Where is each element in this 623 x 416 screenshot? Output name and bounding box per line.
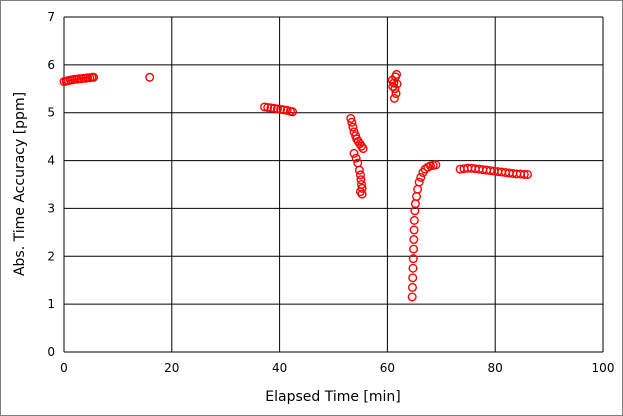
- x-tick-label: 100: [592, 361, 615, 375]
- data-point: [390, 84, 400, 94]
- data-point: [408, 273, 418, 283]
- plot-area: [64, 17, 603, 352]
- data-point: [355, 170, 365, 180]
- y-axis-title: Abs. Time Accuracy [ppm]: [12, 92, 28, 276]
- y-tick-label: 4: [47, 154, 55, 168]
- data-point: [389, 93, 399, 103]
- data-point: [358, 144, 368, 154]
- data-point: [388, 81, 398, 91]
- data-point: [357, 141, 367, 151]
- data-point: [523, 169, 533, 179]
- x-tick-label: 0: [60, 361, 68, 375]
- data-point: [354, 165, 364, 175]
- data-point: [519, 169, 529, 179]
- data-point: [346, 113, 356, 123]
- y-tick-label: 7: [47, 10, 55, 24]
- x-tick-labels: 0 20 40 60 80 100: [60, 361, 614, 375]
- data-point: [407, 282, 417, 292]
- data-point: [347, 117, 357, 127]
- data-point: [357, 189, 367, 199]
- x-tick-label: 60: [380, 361, 395, 375]
- y-tick-labels: 0 1 2 3 4 5 6 7: [47, 10, 55, 359]
- data-point: [407, 292, 417, 302]
- data-point: [356, 175, 366, 185]
- data-point: [409, 215, 419, 225]
- data-point: [408, 263, 418, 273]
- data-point: [416, 172, 426, 182]
- y-tick-label: 2: [47, 249, 55, 263]
- data-point: [349, 148, 359, 158]
- data-point: [263, 102, 273, 112]
- data-point: [288, 107, 298, 117]
- data-point: [260, 102, 270, 112]
- data-point: [89, 72, 99, 82]
- data-point: [276, 104, 286, 114]
- data-point: [408, 254, 418, 264]
- data-point: [279, 105, 289, 115]
- x-tick-label: 40: [272, 361, 287, 375]
- data-point: [269, 103, 279, 113]
- data-point: [392, 69, 402, 79]
- data-point: [409, 225, 419, 235]
- y-tick-label: 0: [47, 345, 55, 359]
- data-point: [348, 122, 358, 132]
- y-tick-label: 6: [47, 58, 55, 72]
- data-point: [355, 187, 365, 197]
- x-axis-title: Elapsed Time [min]: [265, 389, 400, 405]
- data-point: [409, 235, 419, 245]
- data-point: [145, 72, 155, 82]
- data-point: [409, 244, 419, 254]
- data-point: [391, 89, 401, 99]
- data-point: [431, 160, 441, 170]
- x-tick-label: 80: [488, 361, 503, 375]
- y-tick-label: 3: [47, 201, 55, 215]
- x-tick-label: 20: [164, 361, 179, 375]
- data-point: [351, 153, 361, 163]
- y-tick-label: 1: [47, 297, 55, 311]
- y-tick-label: 5: [47, 106, 55, 120]
- data-point: [272, 104, 282, 114]
- gridlines: [63, 16, 604, 353]
- data-points: [59, 69, 533, 302]
- data-point: [266, 103, 276, 113]
- data-point: [392, 79, 402, 89]
- data-point: [414, 177, 424, 187]
